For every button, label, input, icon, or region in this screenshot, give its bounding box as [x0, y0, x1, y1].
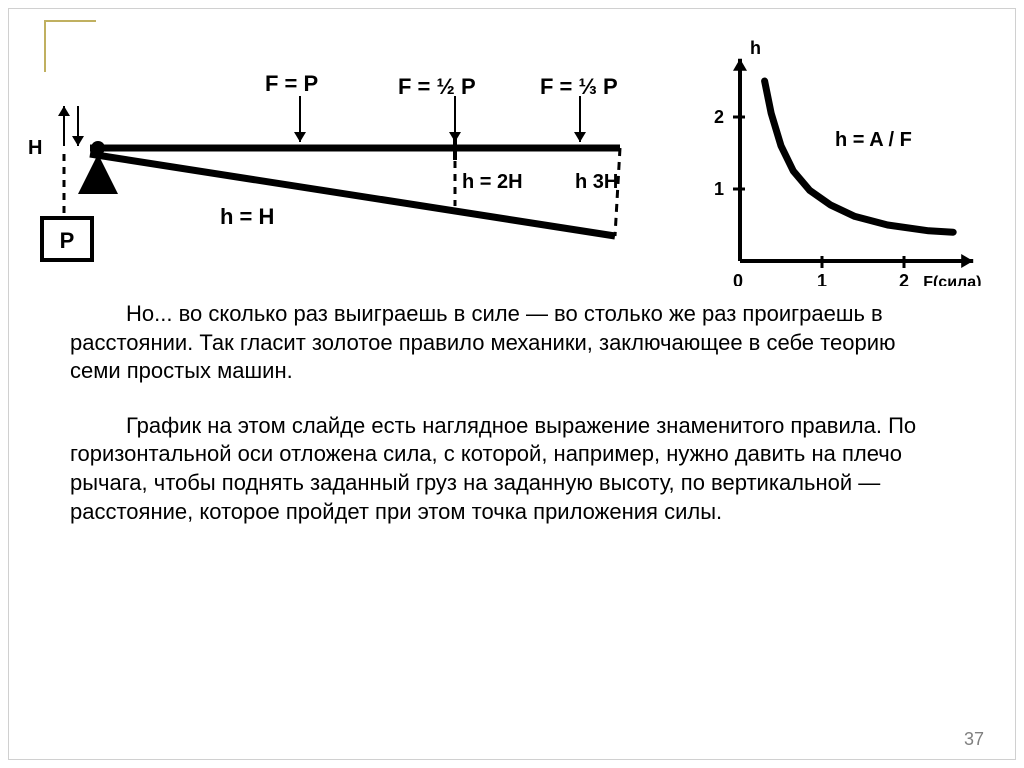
svg-text:h = H: h = H: [220, 204, 274, 229]
physics-figure: P H F = P F = ½ P F = ⅓ P h = H h = 2H h 3H 1 2 0 1…: [20, 36, 1000, 286]
svg-text:1: 1: [714, 179, 724, 199]
svg-text:F(сила): F(сила): [923, 274, 981, 286]
svg-text:H: H: [28, 137, 42, 159]
svg-text:F = ⅓ P: F = ⅓ P: [540, 74, 618, 99]
svg-text:2: 2: [899, 271, 909, 286]
svg-text:h 3H: h 3H: [575, 171, 618, 193]
svg-text:h: h: [750, 38, 761, 58]
svg-text:2: 2: [714, 107, 724, 127]
svg-text:h = 2H: h = 2H: [462, 171, 523, 193]
svg-text:0: 0: [733, 271, 743, 286]
svg-text:P: P: [60, 228, 75, 253]
svg-text:h = A / F: h = A / F: [835, 129, 912, 151]
svg-text:F = P: F = P: [265, 71, 318, 96]
paragraph-1: Но... во сколько раз выиграешь в силе — …: [70, 300, 940, 386]
body-text: Но... во сколько раз выиграешь в силе — …: [70, 300, 940, 552]
svg-text:1: 1: [817, 271, 827, 286]
figure-area: P H F = P F = ½ P F = ⅓ P h = H h = 2H h 3H 1 2 0 1…: [20, 36, 1000, 286]
page-number: 37: [964, 729, 984, 750]
paragraph-2: График на этом слайде есть наглядное выр…: [70, 412, 940, 526]
slide: P H F = P F = ½ P F = ⅓ P h = H h = 2H h 3H 1 2 0 1…: [0, 0, 1024, 768]
svg-text:F = ½ P: F = ½ P: [398, 74, 476, 99]
